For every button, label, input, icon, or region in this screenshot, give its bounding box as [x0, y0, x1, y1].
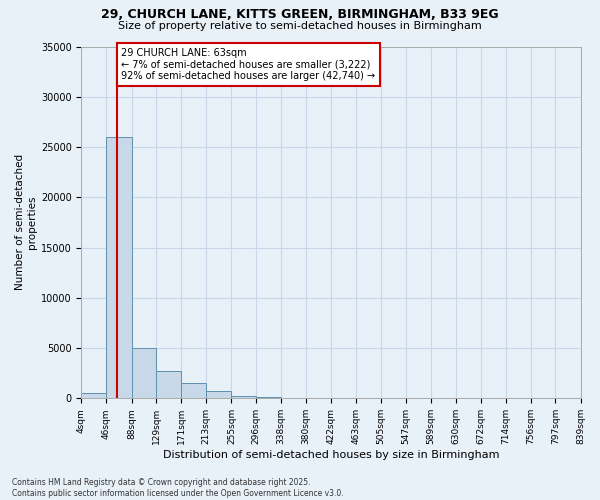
Bar	[232, 396, 256, 398]
Bar	[156, 371, 181, 398]
Bar	[181, 384, 206, 398]
X-axis label: Distribution of semi-detached houses by size in Birmingham: Distribution of semi-detached houses by …	[163, 450, 499, 460]
Y-axis label: Number of semi-detached
properties: Number of semi-detached properties	[15, 154, 37, 290]
Text: 29 CHURCH LANE: 63sqm
← 7% of semi-detached houses are smaller (3,222)
92% of se: 29 CHURCH LANE: 63sqm ← 7% of semi-detac…	[121, 48, 376, 82]
Bar	[106, 137, 131, 398]
Bar	[82, 394, 106, 398]
Text: Size of property relative to semi-detached houses in Birmingham: Size of property relative to semi-detach…	[118, 21, 482, 31]
Bar	[206, 392, 232, 398]
Bar	[131, 348, 156, 399]
Text: Contains HM Land Registry data © Crown copyright and database right 2025.
Contai: Contains HM Land Registry data © Crown c…	[12, 478, 344, 498]
Text: 29, CHURCH LANE, KITTS GREEN, BIRMINGHAM, B33 9EG: 29, CHURCH LANE, KITTS GREEN, BIRMINGHAM…	[101, 8, 499, 20]
